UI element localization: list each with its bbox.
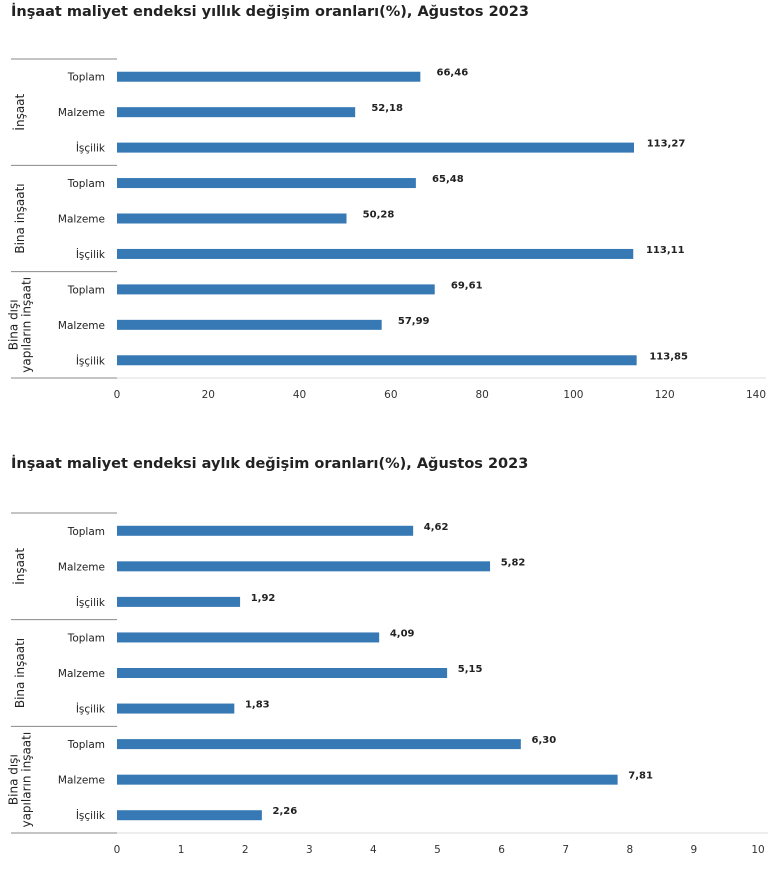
- x-tick-label: 1: [178, 844, 185, 856]
- x-tick-label: 60: [384, 389, 397, 401]
- group-label: Bina dışıyapıların inşaatı: [7, 277, 34, 373]
- data-label: 6,30: [531, 735, 556, 746]
- chart-monthly-plot: İnşaat Toplam 4,62 Malzeme 5,82 İşçilik 1,92 Bi…: [7, 512, 768, 856]
- group-label-line: İnşaat: [12, 93, 27, 130]
- chart-annual: İnşaat maliyet endeksi yıllık değişim or…: [0, 0, 770, 430]
- bar: [117, 596, 241, 607]
- chart-title: İnşaat maliyet endeksi aylık değişim ora…: [11, 456, 529, 472]
- bar: [117, 774, 618, 785]
- x-tick-label: 3: [306, 844, 313, 856]
- group-label-line: İnşaat: [12, 548, 27, 585]
- x-tick-label: 0: [114, 844, 121, 856]
- data-label: 66,46: [437, 68, 469, 79]
- x-tick-label: 40: [293, 389, 306, 401]
- category-label: Malzeme: [58, 561, 105, 573]
- data-label: 1,83: [245, 700, 270, 711]
- x-tick-label: 140: [746, 389, 766, 401]
- x-tick-label: 9: [691, 844, 698, 856]
- group-label: İnşaat: [12, 93, 27, 130]
- chart-title: İnşaat maliyet endeksi yıllık değişim or…: [11, 4, 529, 20]
- bar: [117, 668, 448, 678]
- category-label: Toplam: [67, 632, 105, 644]
- data-label: 50,28: [363, 210, 395, 221]
- data-label: 69,61: [451, 280, 483, 291]
- category-label: Malzeme: [58, 107, 105, 119]
- data-label: 57,99: [398, 316, 430, 327]
- category-label: Malzeme: [58, 214, 105, 226]
- group-label: İnşaat: [12, 548, 27, 585]
- bar: [117, 178, 416, 189]
- category-label: İşçilik: [76, 248, 106, 261]
- category-label: İşçilik: [76, 354, 106, 367]
- category-label: İşçilik: [76, 809, 106, 822]
- category-label: Toplam: [67, 178, 105, 190]
- category-label: Malzeme: [58, 775, 105, 787]
- x-tick-label: 120: [655, 389, 675, 401]
- category-label: Toplam: [67, 284, 105, 296]
- data-label: 113,27: [647, 139, 686, 150]
- bar: [117, 319, 382, 330]
- category-label: Toplam: [67, 526, 105, 538]
- group-label-line: yapıların inşaatı: [20, 732, 34, 828]
- data-label: 5,15: [458, 664, 483, 675]
- bar: [117, 71, 421, 82]
- data-label: 52,18: [371, 103, 403, 114]
- category-label: Toplam: [67, 72, 105, 84]
- bar: [117, 561, 491, 572]
- bar: [117, 213, 347, 224]
- group-label-line: yapıların inşaatı: [20, 277, 34, 373]
- group-label: Bina inşaatı: [13, 183, 27, 253]
- bar: [117, 355, 637, 366]
- data-label: 4,62: [424, 522, 449, 533]
- category-label: Toplam: [67, 739, 105, 751]
- category-label: İşçilik: [76, 142, 106, 155]
- group-label-line: Bina dışı: [7, 754, 21, 805]
- data-label: 113,85: [649, 351, 688, 362]
- data-label: 113,11: [646, 245, 685, 256]
- x-tick-label: 8: [626, 844, 633, 856]
- data-label: 65,48: [432, 174, 464, 185]
- category-label: Malzeme: [58, 320, 105, 332]
- group-label-line: Bina inşaatı: [13, 183, 27, 253]
- bar: [117, 739, 521, 750]
- x-tick-label: 80: [475, 389, 488, 401]
- category-label: İşçilik: [76, 596, 106, 609]
- x-tick-label: 2: [242, 844, 249, 856]
- x-tick-label: 0: [114, 389, 121, 401]
- data-label: 2,26: [273, 806, 298, 817]
- data-label: 7,81: [628, 771, 653, 782]
- category-label: Malzeme: [58, 668, 105, 680]
- group-label-line: Bina inşaatı: [13, 638, 27, 708]
- data-label: 4,09: [390, 628, 415, 639]
- bar: [117, 525, 414, 536]
- data-label: 5,82: [501, 557, 526, 568]
- category-label: İşçilik: [76, 703, 106, 716]
- chart-monthly: İnşaat maliyet endeksi aylık değişim ora…: [0, 450, 770, 869]
- x-tick-label: 5: [434, 844, 441, 856]
- group-label: Bina dışıyapıların inşaatı: [7, 732, 34, 828]
- bar: [117, 142, 634, 153]
- x-tick-label: 4: [370, 844, 377, 856]
- x-tick-label: 20: [202, 389, 215, 401]
- bar: [117, 107, 356, 118]
- data-label: 1,92: [251, 593, 276, 604]
- x-tick-label: 6: [498, 844, 505, 856]
- bar: [117, 248, 634, 259]
- x-tick-label: 100: [563, 389, 583, 401]
- x-tick-label: 7: [562, 844, 569, 856]
- x-tick-label: 10: [751, 844, 764, 856]
- bar: [117, 632, 380, 643]
- chart-annual-plot: İnşaat Toplam 66,46 Malzeme 52,18 İşçilik 113,…: [7, 58, 766, 401]
- bar: [117, 284, 435, 295]
- group-label: Bina inşaatı: [13, 638, 27, 708]
- bar: [117, 703, 235, 714]
- bar: [117, 810, 262, 821]
- group-label-line: Bina dışı: [7, 299, 21, 350]
